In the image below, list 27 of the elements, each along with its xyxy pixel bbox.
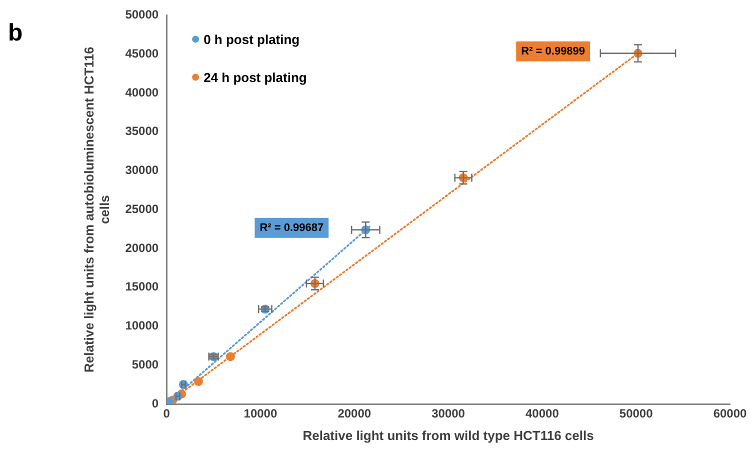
point (226, 352, 235, 362)
point (194, 376, 203, 386)
y-tick-label: 40000 (125, 85, 159, 100)
x-tick-label: 20000 (338, 406, 372, 421)
x-axis-title: Relative light units from wild type HCT116 cells (302, 428, 594, 443)
x-tick-label: 50000 (619, 406, 654, 421)
x-tick-label: 40000 (526, 406, 560, 421)
legend-label: 0 h post plating (204, 32, 300, 47)
annotation: R² = 0.99899 (521, 45, 586, 58)
x-tick-label: 10000 (244, 406, 278, 421)
y-tick-label: 25000 (125, 202, 159, 216)
legend-label: 24 h post plating (204, 70, 307, 85)
x-tick-label: 60000 (713, 406, 748, 421)
annotation: R² = 0.99687 (260, 222, 324, 234)
y-tick-label: 35000 (125, 124, 159, 138)
text: b (8, 20, 23, 47)
y-tick-label: 50000 (125, 8, 159, 22)
x-tick-label: 0 (163, 406, 170, 421)
y-tick-label: 15000 (125, 280, 159, 294)
y-axis-title: Relative light units from autobioluminescent HCT116 cells (81, 46, 112, 372)
y-tick-label: 0 (152, 396, 159, 410)
y-tick-label: 20000 (125, 240, 159, 255)
y-tick-label: 30000 (125, 163, 159, 178)
y-tick-label: 10000 (125, 318, 159, 333)
y-tick-label: 5000 (132, 357, 159, 372)
x-tick-label: 30000 (432, 406, 466, 421)
y-tick-label: 45000 (125, 46, 159, 60)
